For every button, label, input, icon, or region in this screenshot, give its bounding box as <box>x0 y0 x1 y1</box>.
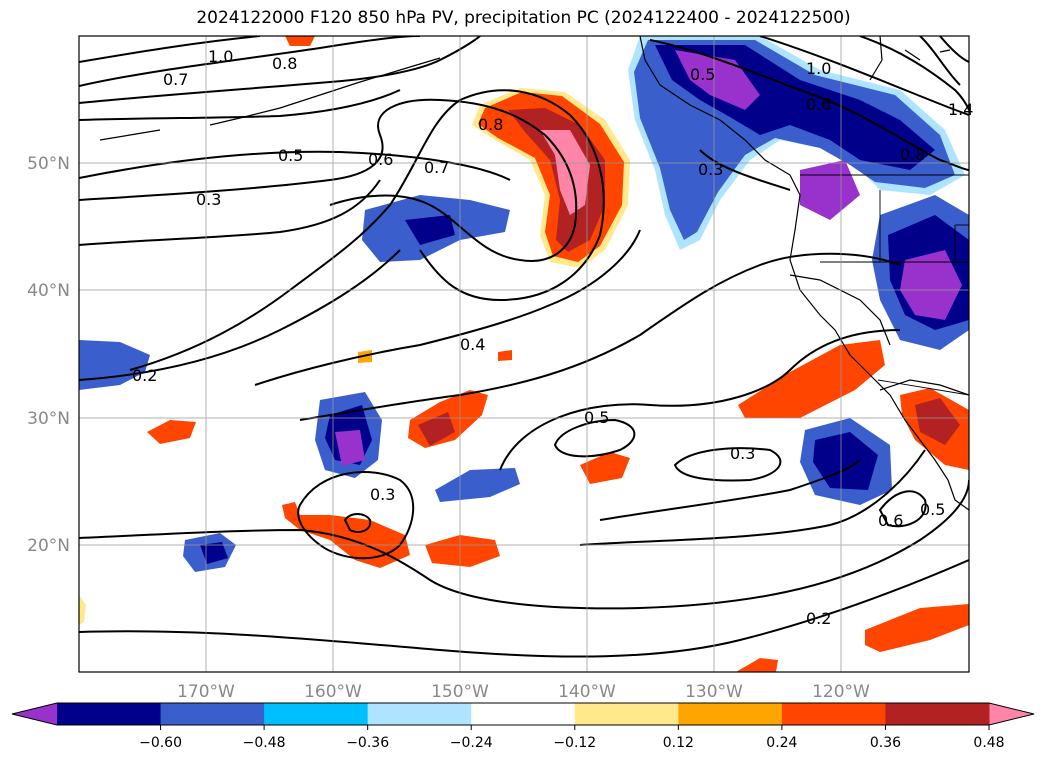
lat-label-50n: 50°N <box>27 154 70 174</box>
contour-label: 0.8 <box>900 145 925 164</box>
map-layers <box>79 36 969 672</box>
colorbar-tick-label: 0.12 <box>663 735 694 751</box>
colorbar-cell <box>885 703 990 725</box>
contour-label: 0.2 <box>806 609 831 628</box>
contour-label: 1.4 <box>948 100 973 119</box>
lat-label-20n: 20°N <box>27 536 70 556</box>
precip-negative-shading <box>79 36 969 572</box>
graticule <box>79 36 969 672</box>
colorbar-cell <box>264 703 369 725</box>
contour-label: 0.6 <box>368 150 393 169</box>
lon-label-130w: 130°W <box>685 682 743 702</box>
map-title: 2024122000 F120 850 hPa PV, precipitatio… <box>196 8 851 28</box>
colorbar-tick-label: −0.60 <box>139 735 182 751</box>
colorbar-cell <box>781 703 886 725</box>
colorbar-tick-label: −0.12 <box>553 735 596 751</box>
colorbar: −0.60 −0.48 −0.36 −0.24 −0.12 0.12 0.24 0.36 0.4… <box>11 702 1035 751</box>
colorbar-outline <box>11 702 1035 726</box>
contour-label: 0.3 <box>698 160 723 179</box>
colorbar-tick-label: 0.48 <box>973 735 1004 751</box>
colorbar-cell <box>367 703 472 725</box>
contour-label: 0.5 <box>278 146 303 165</box>
contour-label: 0.8 <box>478 115 503 134</box>
contour-label: 0.5 <box>920 500 945 519</box>
colorbar-cell <box>57 703 162 725</box>
contour-label: 0.5 <box>690 65 715 84</box>
contour-label: 0.4 <box>460 335 485 354</box>
colorbar-cell <box>678 703 783 725</box>
colorbar-tick-label: 0.36 <box>870 735 901 751</box>
lat-label-30n: 30°N <box>27 409 70 429</box>
contour-label: 0.3 <box>730 444 755 463</box>
contour-label: 0.7 <box>424 158 449 177</box>
contour-label: 0.6 <box>806 95 831 114</box>
lon-label-160w: 160°W <box>304 682 362 702</box>
contour-label: 0.2 <box>132 366 157 385</box>
political-borders <box>800 174 969 396</box>
contour-label: 0.3 <box>370 485 395 504</box>
colorbar-tick-label: −0.36 <box>346 735 389 751</box>
colorbar-cell <box>574 703 679 725</box>
contour-label: 0.8 <box>272 54 297 73</box>
precip-positive-shading <box>79 36 969 672</box>
contour-labels: 1.0 0.8 0.7 0.5 0.6 0.7 0.8 0.3 0.4 0.2 … <box>132 47 973 628</box>
lat-label-40n: 40°N <box>27 281 70 301</box>
colorbar-tick-label: −0.24 <box>450 735 493 751</box>
colorbar-tick-label: 0.24 <box>766 735 797 751</box>
contour-label: 0.5 <box>584 408 609 427</box>
colorbar-cell <box>471 703 576 725</box>
colorbar-cell <box>160 703 265 725</box>
longitude-labels: 170°W 160°W 150°W 140°W 130°W 120°W <box>177 682 870 702</box>
latitude-labels: 50°N 40°N 30°N 20°N <box>27 154 70 556</box>
contour-label: 0.7 <box>163 70 188 89</box>
lon-label-170w: 170°W <box>177 682 235 702</box>
contour-label: 1.0 <box>208 47 233 66</box>
contour-label: 0.6 <box>878 511 903 530</box>
colorbar-extend-max <box>989 703 1034 725</box>
lon-label-120w: 120°W <box>812 682 870 702</box>
pv-contours <box>79 36 969 658</box>
lon-label-140w: 140°W <box>558 682 616 702</box>
colorbar-tick-label: −0.48 <box>243 735 286 751</box>
map-frame <box>78 35 970 673</box>
lon-label-150w: 150°W <box>431 682 489 702</box>
colorbar-extend-min <box>12 703 57 725</box>
contour-label: 0.3 <box>196 190 221 209</box>
contour-label: 1.0 <box>806 59 831 78</box>
